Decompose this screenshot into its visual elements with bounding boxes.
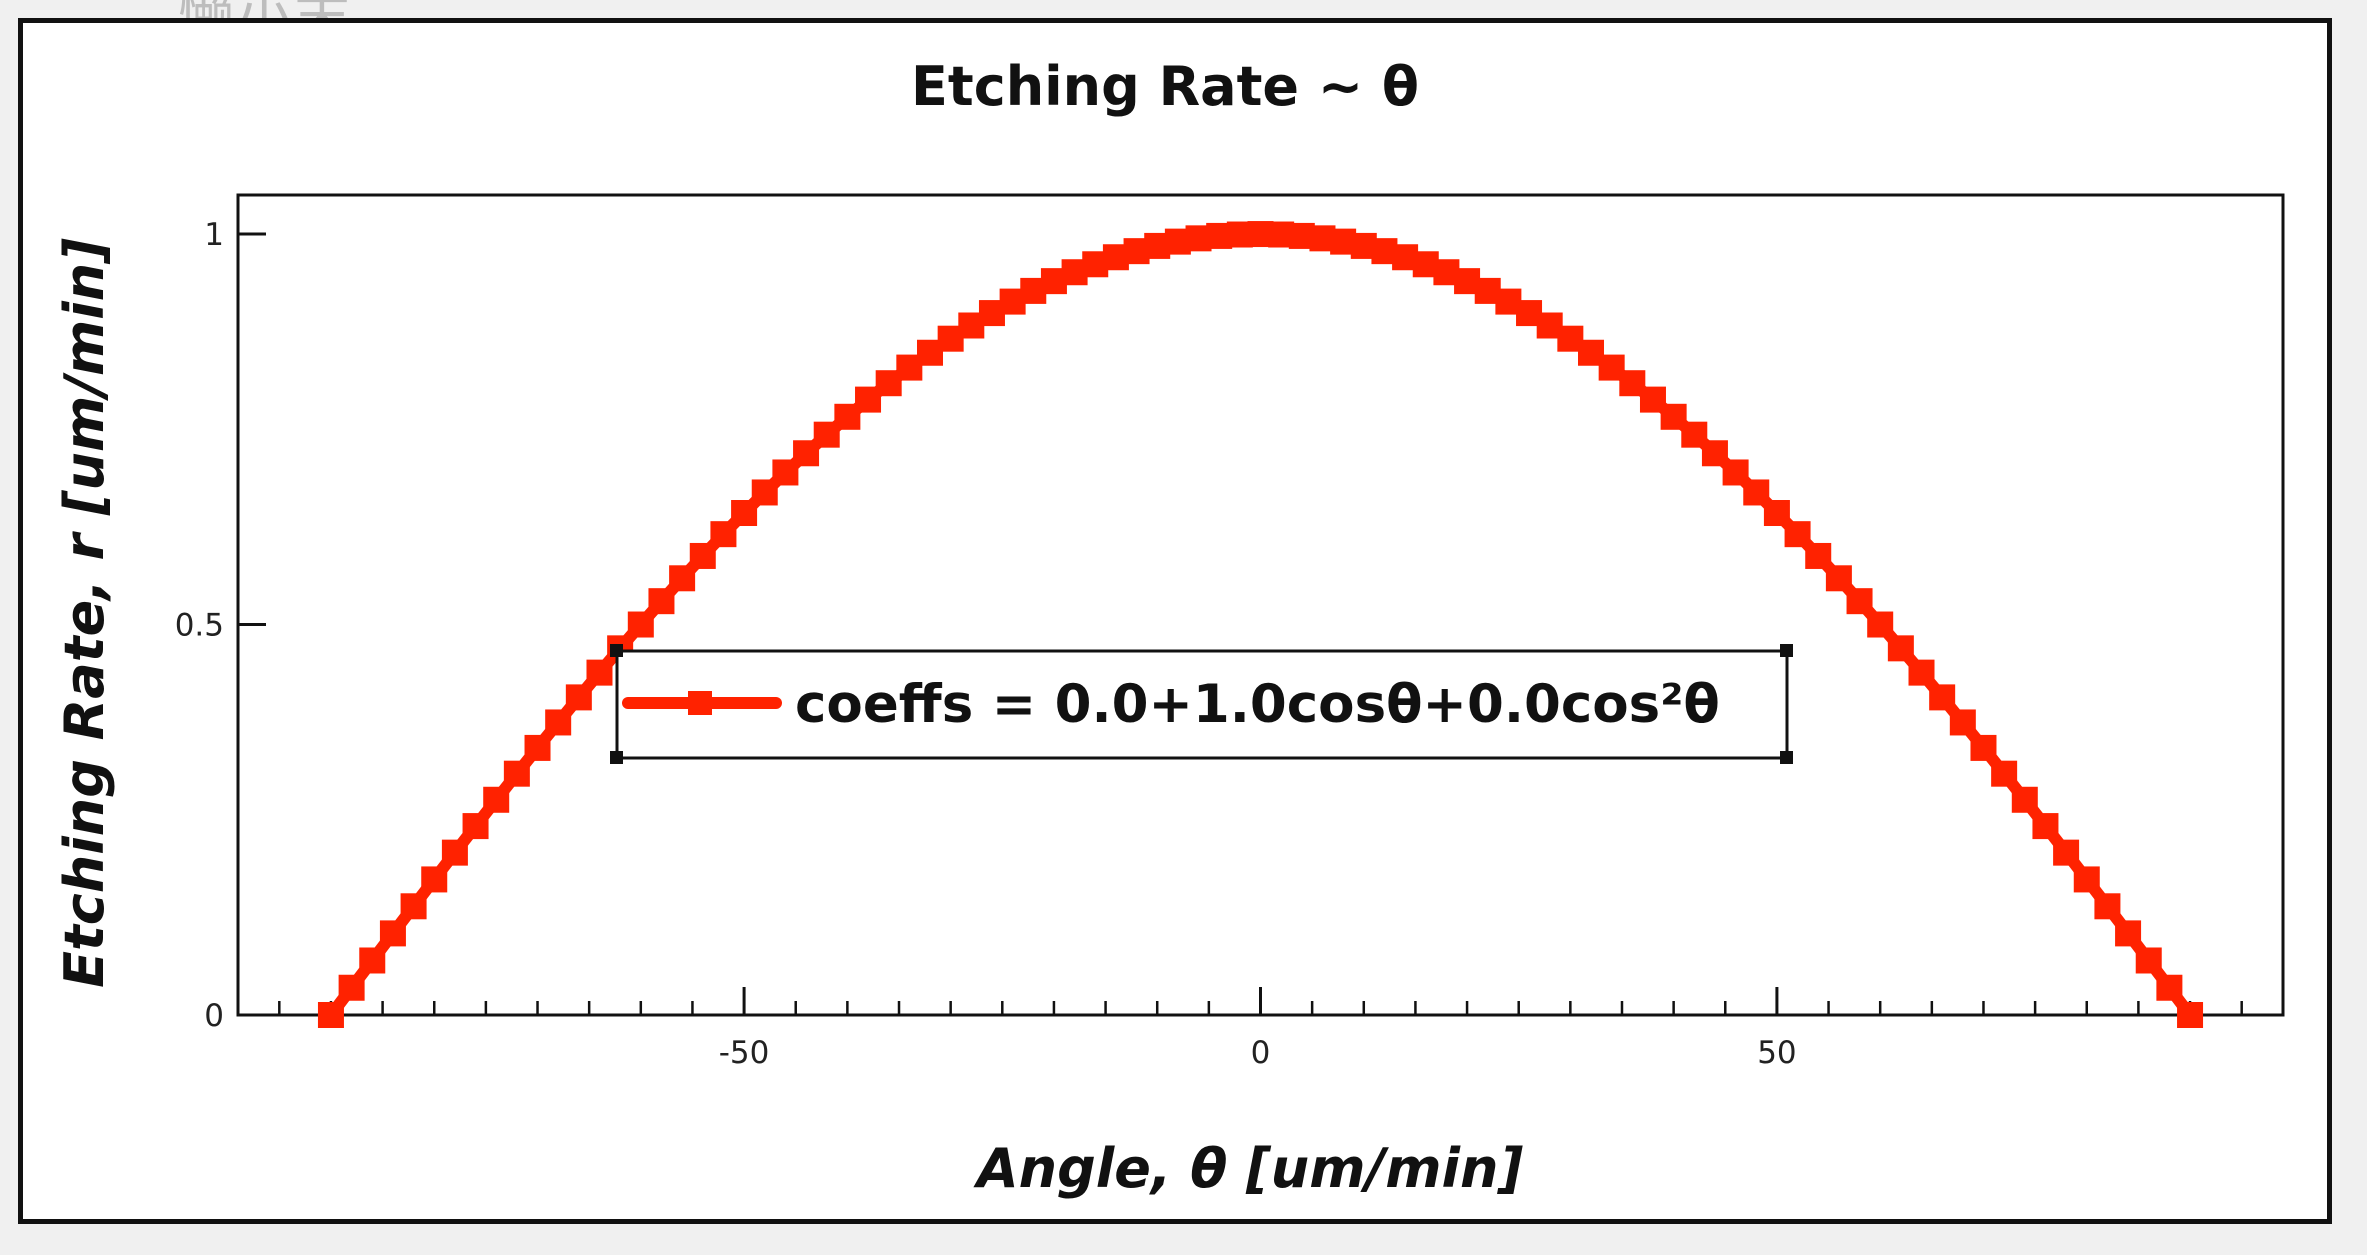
data-point bbox=[1846, 588, 1873, 615]
legend-box bbox=[615, 649, 1789, 760]
y-tick-label: 0.5 bbox=[175, 608, 224, 644]
data-point bbox=[338, 974, 365, 1001]
data-point bbox=[1867, 611, 1894, 638]
data-point bbox=[359, 947, 386, 974]
x-tick-label: 0 bbox=[1251, 1035, 1271, 1071]
plot-frame bbox=[236, 193, 2285, 1017]
tick-labels: -50 0 50 0 0.5 1 bbox=[175, 217, 1797, 1071]
data-point bbox=[400, 893, 427, 920]
data-point bbox=[317, 1002, 344, 1028]
data-point bbox=[689, 542, 716, 569]
data-point bbox=[1929, 684, 1956, 711]
minor-ticks bbox=[278, 1001, 2243, 1015]
data-point bbox=[1825, 565, 1852, 592]
data-point bbox=[1970, 734, 1997, 761]
data-point bbox=[2032, 813, 2059, 840]
legend-handle-bottom-right[interactable] bbox=[1780, 751, 1793, 764]
y-axis-label: Etching Rate, r [um/min] bbox=[53, 238, 116, 988]
x-tick-label: -50 bbox=[719, 1035, 770, 1071]
x-axis-label: Angle, θ [um/min] bbox=[973, 1137, 1524, 1200]
chart-title: Etching Rate ~ θ bbox=[911, 55, 1419, 118]
series-layer bbox=[317, 221, 2204, 1028]
y-tick-label: 0 bbox=[204, 998, 224, 1034]
legend-marker-swatch bbox=[688, 691, 712, 715]
plot-area: -50 0 50 0 0.5 1 bbox=[175, 193, 2285, 1071]
legend[interactable]: coeffs = 0.0+1.0cosθ+0.0cos²θ bbox=[610, 644, 1793, 764]
data-point bbox=[2094, 893, 2121, 920]
data-point bbox=[1887, 635, 1914, 662]
data-point bbox=[2135, 947, 2162, 974]
legend-handle-top-right[interactable] bbox=[1780, 644, 1793, 657]
data-point bbox=[586, 659, 613, 686]
data-point bbox=[379, 920, 406, 947]
legend-handle-top-left[interactable] bbox=[610, 644, 623, 657]
data-point bbox=[1908, 659, 1935, 686]
data-point bbox=[503, 760, 530, 787]
data-point bbox=[565, 684, 592, 711]
data-point bbox=[1805, 542, 1832, 569]
figure-frame bbox=[18, 18, 2332, 1224]
data-point bbox=[648, 588, 675, 615]
data-point bbox=[2177, 1002, 2204, 1028]
major-ticks bbox=[238, 232, 1779, 1017]
y-tick-label: 1 bbox=[204, 217, 224, 253]
legend-label: coeffs = 0.0+1.0cosθ+0.0cos²θ bbox=[795, 674, 1720, 735]
data-point bbox=[627, 611, 654, 638]
x-tick-label: 50 bbox=[1757, 1035, 1796, 1071]
data-point bbox=[1949, 709, 1976, 736]
data-point bbox=[441, 839, 468, 866]
data-point bbox=[483, 786, 510, 813]
data-point bbox=[2156, 974, 2183, 1001]
data-point bbox=[524, 734, 551, 761]
data-point bbox=[545, 709, 572, 736]
data-point bbox=[421, 866, 448, 893]
data-point bbox=[462, 813, 489, 840]
data-point bbox=[2115, 920, 2142, 947]
data-point bbox=[1991, 760, 2018, 787]
series-line bbox=[326, 228, 2195, 1019]
data-point bbox=[2011, 786, 2038, 813]
legend-handle-bottom-left[interactable] bbox=[610, 751, 623, 764]
data-point bbox=[1784, 521, 1811, 548]
data-point bbox=[2053, 839, 2080, 866]
data-point bbox=[669, 565, 696, 592]
data-point bbox=[2073, 866, 2100, 893]
